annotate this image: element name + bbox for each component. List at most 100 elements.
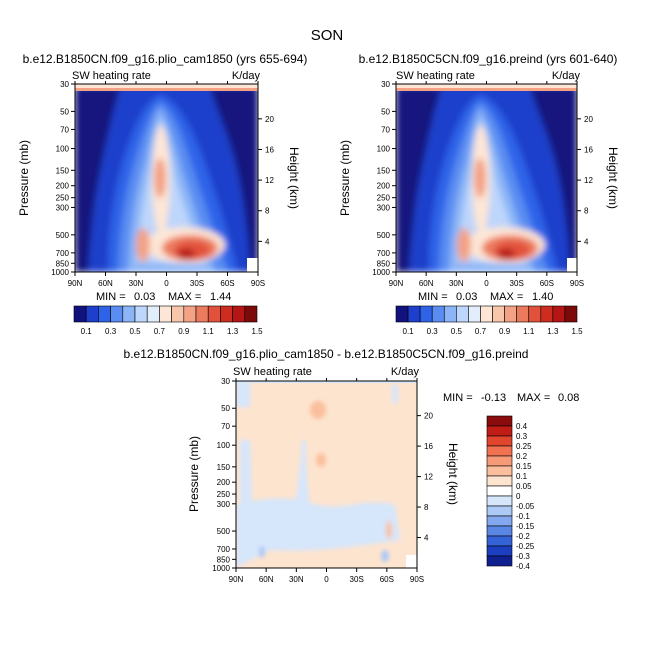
panel-1-axes: 90N 60N 30N 0 30S 60S 90S 30 50 70 100 150 200 250300… bbox=[51, 80, 274, 288]
panel-2-axes: 90N 60N 30N 0 30S 60S 90S 30 50 70 100 150 200 250300… bbox=[372, 80, 593, 288]
colorbar-label: -0.05 bbox=[516, 502, 535, 511]
field-negative-top bbox=[236, 381, 250, 407]
panel-2-min-label: MIN = bbox=[418, 291, 448, 303]
panel-1-max-value: 1.44 bbox=[210, 291, 231, 303]
colorbar-box bbox=[486, 555, 513, 567]
y-tick-label: 50 bbox=[381, 107, 390, 116]
y-tick-label: 300 bbox=[217, 500, 231, 509]
colorbar-box bbox=[486, 435, 513, 447]
y2-tick-label: 12 bbox=[424, 473, 433, 482]
x-tick-label: 0 bbox=[164, 279, 169, 288]
y-tick-label: 300 bbox=[56, 203, 70, 212]
panel-1-colorbar: 0.1 0.3 0.5 0.7 0.9 1.1 1.3 1.5 bbox=[73, 305, 263, 336]
colorbar-box bbox=[419, 305, 433, 323]
y-tick-label: 200 bbox=[217, 478, 231, 487]
colorbar-box bbox=[456, 305, 469, 323]
colorbar-box bbox=[134, 305, 148, 323]
panel-1-left-label: SW heating rate bbox=[72, 70, 151, 82]
panel-3-max-value: 0.08 bbox=[558, 392, 579, 404]
panel-1-title: b.e12.B1850CN.f09_g16.plio_cam1850 (yrs … bbox=[23, 52, 308, 66]
y2-tick-label: 20 bbox=[584, 115, 593, 124]
colorbar-box bbox=[480, 305, 493, 323]
y-tick-label: 1000 bbox=[212, 564, 230, 573]
field-negative-top-r bbox=[392, 385, 398, 403]
x-tick-label: 90N bbox=[68, 279, 83, 288]
colorbar-label: -0.25 bbox=[516, 542, 535, 551]
y-tick-label: 150 bbox=[377, 166, 391, 175]
colorbar-box bbox=[244, 305, 258, 323]
colorbar-box bbox=[486, 455, 513, 467]
y-tick-label: 300 bbox=[377, 203, 391, 212]
panel-3-field bbox=[236, 381, 417, 568]
y2-tick-label: 16 bbox=[265, 145, 274, 154]
colorbar-box bbox=[564, 305, 578, 323]
y2-tick-label: 8 bbox=[424, 503, 429, 512]
x-tick-label: 60S bbox=[220, 279, 234, 288]
field-top-band bbox=[236, 381, 417, 383]
y-tick-label: 100 bbox=[217, 441, 231, 450]
y-tick-label: 250 bbox=[217, 490, 231, 499]
y-tick-label: 70 bbox=[221, 422, 230, 431]
field-missing-sh bbox=[567, 258, 577, 272]
x-tick-label: 60S bbox=[540, 279, 554, 288]
colorbar-label: 0.25 bbox=[516, 442, 532, 451]
panel-3-ylabel: Pressure (mb) bbox=[187, 436, 201, 512]
y-tick-label: 200 bbox=[377, 182, 391, 191]
panel-3-title: b.e12.B1850CN.f09_g16.plio_cam1850 - b.e… bbox=[124, 347, 529, 361]
field-negative-blob2 bbox=[259, 546, 265, 558]
y2-tick-label: 8 bbox=[584, 207, 589, 216]
colorbar-label: 0.1 bbox=[516, 472, 528, 481]
colorbar-label: 0.3 bbox=[105, 327, 117, 336]
field-negative-column bbox=[296, 440, 310, 505]
colorbar-box bbox=[486, 515, 513, 527]
y-tick-label: 500 bbox=[217, 527, 231, 536]
panel-3-colorbar: 0.40.30.250.20.150.10.050-0.05-0.1-0.15-… bbox=[486, 415, 535, 571]
colorbar-box bbox=[171, 305, 185, 323]
x-tick-label: 0 bbox=[324, 575, 329, 584]
colorbar-label: 0.5 bbox=[129, 327, 141, 336]
panel-3-axes: 90N 60N 30N 0 30S 60S 90S 30 50 70 100 150 200 250300… bbox=[212, 377, 433, 584]
panel-3-left-label: SW heating rate bbox=[233, 366, 312, 378]
colorbar-box bbox=[220, 305, 233, 323]
y-tick-label: 30 bbox=[381, 80, 390, 89]
field-top-band bbox=[396, 84, 577, 88]
x-tick-label: 90N bbox=[389, 279, 404, 288]
colorbar-label: 0 bbox=[516, 492, 521, 501]
y-tick-label: 850 bbox=[56, 259, 70, 268]
panel-1: b.e12.B1850CN.f09_g16.plio_cam1850 (yrs … bbox=[17, 52, 307, 336]
colorbar-label: -0.2 bbox=[516, 532, 530, 541]
x-tick-label: 60S bbox=[380, 575, 394, 584]
y-tick-label: 1000 bbox=[372, 268, 390, 277]
x-tick-label: 90S bbox=[570, 279, 584, 288]
x-tick-label: 90S bbox=[410, 575, 424, 584]
colorbar-label: 0.9 bbox=[178, 327, 190, 336]
colorbar-box bbox=[468, 305, 481, 323]
panel-2-field bbox=[396, 84, 577, 272]
panel-3-right-label: K/day bbox=[391, 366, 420, 378]
colorbar-box bbox=[552, 305, 566, 323]
figure-title: SON bbox=[311, 27, 344, 44]
colorbar-label: 0.5 bbox=[451, 327, 463, 336]
field-missing-sh bbox=[406, 555, 417, 568]
colorbar-box bbox=[73, 305, 87, 323]
y-tick-label: 70 bbox=[60, 125, 69, 134]
y-tick-label: 100 bbox=[377, 145, 391, 154]
y-tick-label: 100 bbox=[56, 145, 70, 154]
colorbar-box bbox=[159, 305, 172, 323]
panel-2-left-label: SW heating rate bbox=[396, 70, 475, 82]
panel-1-y2label: Height (km) bbox=[287, 147, 301, 209]
field-negative-blob bbox=[381, 550, 389, 562]
field-salmon-mid bbox=[474, 158, 486, 198]
colorbar-box bbox=[504, 305, 517, 323]
colorbar-label: 0.3 bbox=[427, 327, 439, 336]
panel-3-min-label: MIN = bbox=[443, 392, 473, 404]
colorbar-box bbox=[486, 525, 513, 537]
panel-2: b.e12.B1850C5CN.f09_g16.preind (yrs 601-… bbox=[338, 52, 620, 336]
y-tick-label: 50 bbox=[60, 107, 69, 116]
y-tick-label: 850 bbox=[217, 555, 231, 564]
field-top-band-red bbox=[75, 88, 258, 91]
colorbar-label: 0.3 bbox=[516, 432, 528, 441]
field-top-band bbox=[75, 84, 258, 88]
colorbar-label: -0.4 bbox=[516, 562, 530, 571]
x-tick-label: 60N bbox=[259, 575, 274, 584]
